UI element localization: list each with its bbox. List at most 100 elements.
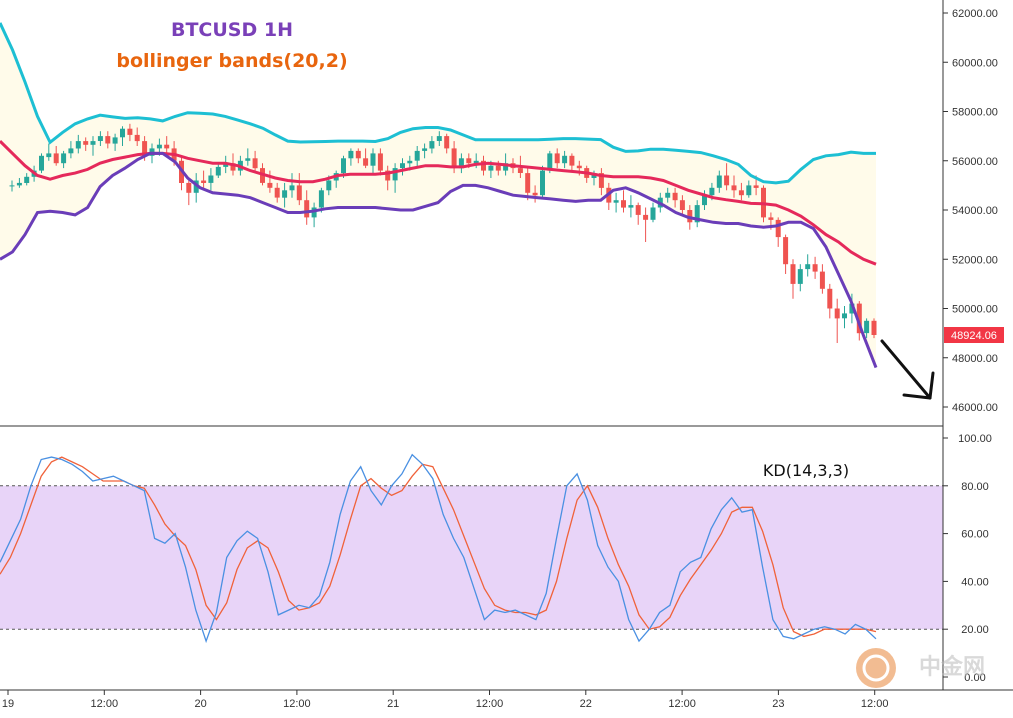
candle-body [547, 153, 553, 171]
candle [68, 141, 74, 159]
price-pane[interactable]: BTCUSD 1H bollinger bands(20,2) [0, 19, 935, 400]
candle-body [672, 192, 678, 201]
candle-body [46, 153, 52, 158]
candle [716, 170, 722, 193]
candle-body [186, 182, 192, 193]
kd-tick-label: 100.00 [958, 433, 992, 445]
candle [429, 136, 435, 154]
candle [849, 293, 855, 324]
candle [61, 150, 67, 169]
candle-body [444, 136, 450, 149]
price-tick-label: 58000.00 [952, 107, 998, 119]
kd-tick-label: 40.00 [961, 576, 989, 588]
kd-pane[interactable]: KD(14,3,3) [0, 453, 943, 644]
time-axis[interactable]: 19 12:00 20 12:00 21 12:00 22 12:00 23 12:00 [0, 689, 1013, 710]
candle-body [598, 173, 604, 188]
price-tick-label: 54000.00 [952, 205, 998, 217]
kd-title: KD(14,3,3) [763, 461, 849, 480]
candle [864, 318, 870, 339]
candle-body [68, 148, 74, 154]
time-tick-label: 12:00 [668, 698, 696, 710]
price-tick-label: 52000.00 [952, 254, 998, 266]
candle-body [503, 163, 509, 171]
time-tick-label: 12:00 [861, 698, 889, 710]
candle [363, 148, 369, 169]
candle-body [775, 219, 781, 238]
candle-body [702, 195, 707, 206]
candle [805, 254, 811, 277]
candle [775, 217, 781, 247]
candle [650, 202, 656, 223]
candle [679, 195, 685, 215]
candle-body [834, 308, 840, 319]
price-axis[interactable]: 62000.00 60000.00 58000.00 56000.00 54000.00… [942, 0, 1004, 690]
time-tick-label: 12:00 [476, 698, 504, 710]
candle-body [90, 141, 96, 145]
candle-body [83, 141, 89, 145]
kd-tick-label: 20.00 [961, 624, 989, 636]
candle [245, 148, 251, 166]
candle-body [849, 303, 855, 314]
candle [738, 182, 744, 201]
candle [348, 148, 354, 166]
candle [164, 136, 170, 154]
candle [75, 134, 81, 154]
candle-body [856, 303, 862, 334]
candle [414, 146, 420, 169]
logo-circle [856, 648, 896, 688]
logo-ring [862, 654, 890, 682]
candle [201, 170, 207, 188]
candle-body [156, 144, 162, 149]
candle [481, 155, 486, 176]
candle-body [458, 158, 464, 169]
candle-body [495, 165, 501, 171]
candle-body [274, 187, 280, 198]
candle [97, 131, 103, 146]
time-tick-label: 12:00 [283, 698, 311, 710]
candle [267, 170, 273, 193]
candle [16, 178, 22, 188]
candle-body [370, 153, 376, 166]
candle [827, 283, 833, 319]
candle [127, 123, 133, 142]
bollinger-lower-band [0, 151, 878, 369]
candle [39, 153, 44, 174]
candle-body [53, 153, 59, 164]
candle-body [635, 205, 641, 215]
candle [842, 306, 847, 329]
candle [252, 150, 258, 174]
candle-body [753, 185, 759, 188]
candle-body [422, 148, 428, 151]
price-tick-label: 48000.00 [952, 353, 998, 365]
candle [694, 200, 700, 228]
candle-body [665, 192, 671, 198]
candle [385, 165, 391, 191]
candle-body [341, 158, 346, 174]
candle-body [716, 175, 722, 188]
candle-body [400, 163, 405, 169]
candle [24, 173, 30, 186]
svg-text:中金网: 中金网 [919, 654, 985, 680]
candle [355, 148, 361, 164]
candle [105, 131, 111, 149]
candle-body [164, 144, 170, 149]
candle-body [871, 320, 877, 335]
candle [83, 137, 89, 151]
candle [797, 264, 803, 292]
bollinger-upper-band [0, 22, 876, 185]
candle [304, 190, 310, 225]
candle-body [481, 160, 486, 171]
last-price-badge [944, 327, 1004, 343]
price-tick-label: 50000.00 [952, 304, 998, 316]
kd-d-line [0, 456, 877, 638]
candle-body [790, 264, 796, 284]
candle-body [75, 141, 81, 149]
candle-body [120, 128, 125, 138]
candle [186, 180, 192, 206]
candle [746, 180, 752, 198]
candle-body [61, 153, 67, 164]
candle-body [208, 175, 214, 183]
candle [665, 187, 671, 203]
candle [532, 185, 538, 203]
